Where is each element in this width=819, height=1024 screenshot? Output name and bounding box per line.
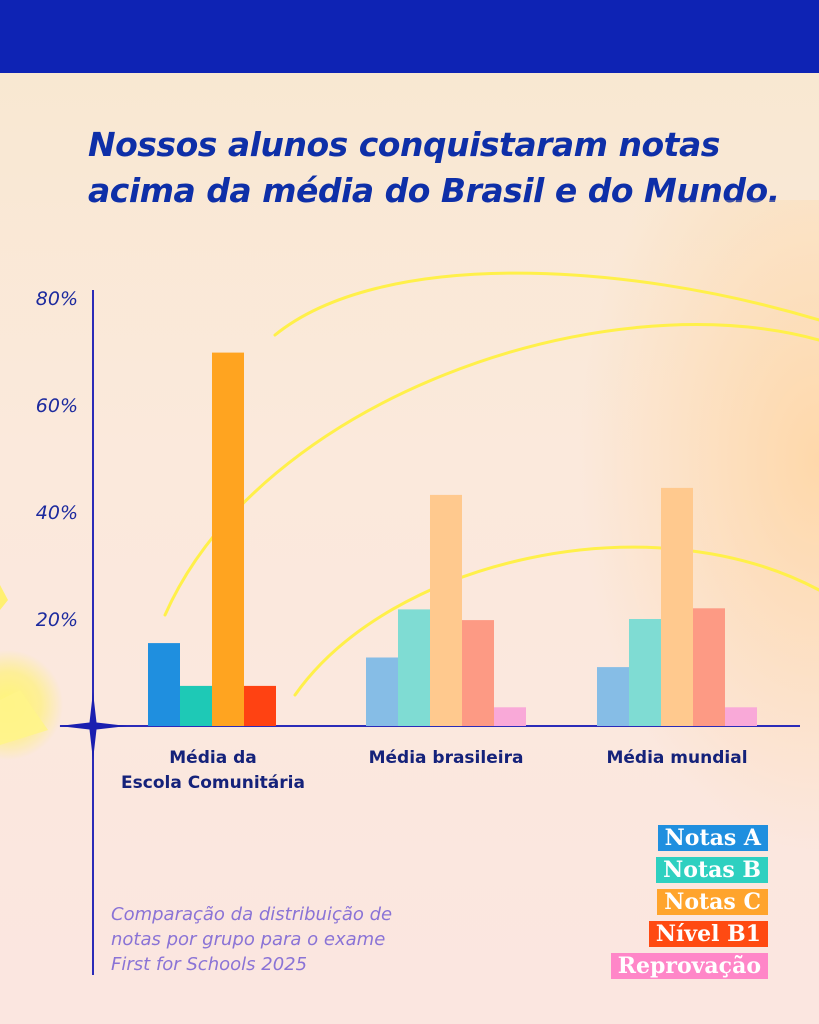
y-tick-label: 20% — [36, 609, 78, 631]
caption-line-3: First for Schools 2025 — [111, 954, 308, 975]
legend-item: Reprovação — [610, 953, 768, 979]
origin-star-icon — [59, 692, 127, 760]
caption-line-1: Comparação da distribuição de — [111, 904, 393, 925]
category-label: Escola Comunitária — [121, 773, 305, 793]
bar-2-1 — [366, 657, 398, 726]
title-part2-bold: acima da média — [88, 171, 374, 210]
bar-1-3 — [212, 352, 244, 726]
bar-3-1 — [597, 667, 629, 726]
bar-3-3 — [661, 487, 693, 726]
bar-1-4 — [244, 685, 276, 726]
bar-2-3 — [430, 494, 462, 726]
y-tick-label: 80% — [36, 288, 78, 310]
bar-2-2 — [398, 609, 430, 726]
bar-2-4 — [462, 620, 494, 726]
y-tick-label: 60% — [36, 395, 78, 417]
bar-1-1 — [148, 643, 180, 726]
legend-item: Notas A — [657, 825, 768, 851]
bar-3-2 — [629, 619, 661, 726]
category-label: Média da — [169, 748, 256, 768]
chart-caption: Comparação da distribuição de notas por … — [111, 902, 471, 977]
bar-3-5 — [725, 707, 757, 726]
bar-2-5 — [494, 707, 526, 726]
title-part1: Nossos alunos conquistaram — [88, 125, 619, 164]
bar-1-2 — [180, 685, 212, 726]
left-light-spark — [0, 585, 8, 610]
bar-3-4 — [693, 608, 725, 726]
y-tick-label: 40% — [36, 502, 78, 524]
chart-labels: 20% 40% 60% 80% Média da Escola Comunitária Mé… — [36, 288, 748, 793]
title-part1-bold: notas — [618, 125, 721, 164]
legend-item: Notas C — [657, 889, 768, 915]
category-label: Média brasileira — [369, 748, 524, 768]
header-bar — [0, 0, 819, 73]
legend-item: Nível B1 — [648, 921, 768, 947]
caption-line-2: notas por grupo para o exame — [111, 929, 386, 950]
category-label: Média mundial — [606, 748, 747, 768]
left-light-shape — [0, 690, 48, 745]
legend-item: Notas B — [656, 857, 768, 883]
chart-bars — [148, 352, 757, 726]
warm-glow — [419, 200, 819, 850]
